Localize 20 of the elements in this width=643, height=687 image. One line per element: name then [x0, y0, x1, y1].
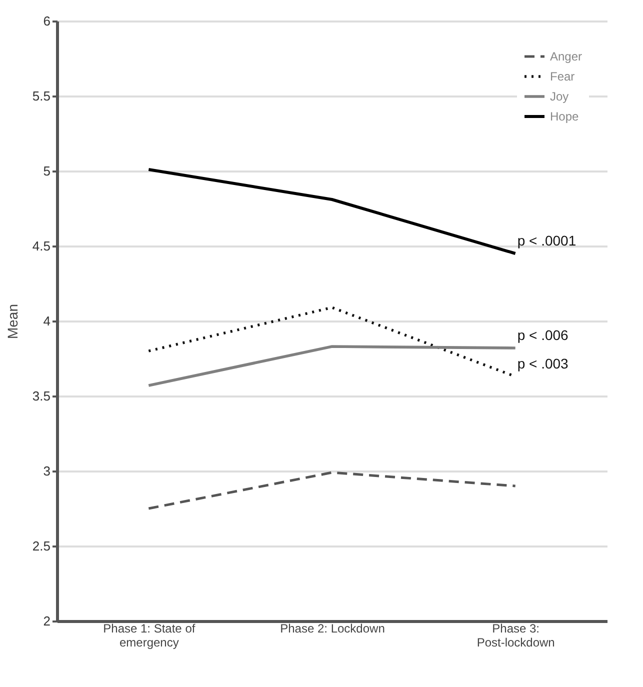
y-tick-label: 4 — [43, 314, 50, 328]
y-tick-label: 5.5 — [32, 88, 50, 104]
y-tick-label: 5 — [43, 164, 50, 178]
legend-label: Fear — [550, 70, 575, 84]
x-tick-label: Phase 3: Post-lockdown — [476, 622, 555, 650]
y-tick-label: 3.5 — [32, 388, 50, 404]
annotation: p < .0001 — [517, 232, 576, 248]
legend-label: Anger — [550, 50, 582, 64]
y-tick-label: 2.5 — [32, 538, 50, 554]
y-tick-label: 4.5 — [32, 238, 50, 254]
legend-label: Joy — [550, 90, 569, 104]
x-tick-label: Phase 1: State of emergency — [103, 622, 196, 650]
legend-label: Hope — [550, 110, 580, 124]
annotation: p < .006 — [517, 327, 569, 343]
x-tick-label: Phase 2: Lockdown — [280, 622, 385, 636]
annotation: p < .003 — [517, 356, 569, 372]
y-tick-label: 2 — [43, 614, 50, 628]
y-axis-title: Mean — [4, 304, 20, 340]
y-tick-label: 6 — [43, 14, 50, 28]
y-tick-label: 3 — [43, 464, 50, 478]
